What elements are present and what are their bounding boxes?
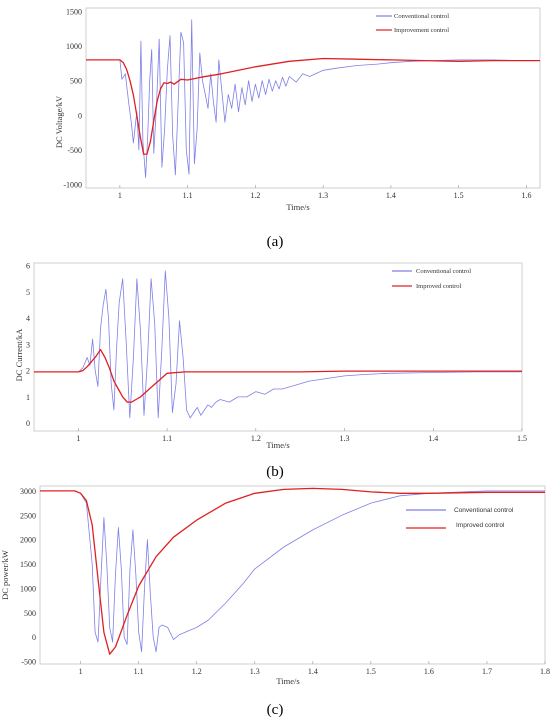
- panel-caption: (a): [267, 234, 284, 250]
- y-tick-label: 1: [26, 393, 30, 402]
- x-axis-ticks: 1 1.1 1.2 1.3 1.4 1.5 1.6 1.7 1.8: [79, 661, 550, 676]
- y-tick-label: 1500: [20, 560, 36, 569]
- y-tick-label: 1500: [66, 7, 82, 16]
- y-tick-label: 4: [26, 314, 30, 323]
- plot-frame: [39, 485, 546, 665]
- legend-label-conventional: Conventional control: [454, 507, 514, 514]
- y-axis-ticks: 1500 1000 500 0 -500 -1000: [63, 7, 82, 189]
- x-tick-label: 1: [76, 434, 80, 443]
- x-tick-label: 1.4: [308, 667, 318, 676]
- legend: Conventional control Improved control: [406, 507, 514, 529]
- panel-caption: (b): [266, 464, 284, 480]
- y-axis-ticks: 3000 2500 2000 1500 1000 500 0 -500: [20, 487, 36, 667]
- x-axis-ticks: 1 1.1 1.2 1.3 1.4 1.5: [76, 428, 527, 443]
- y-tick-label: -500: [21, 658, 36, 667]
- y-tick-label: 1000: [66, 42, 82, 51]
- legend-label-conventional: Conventional control: [416, 268, 471, 275]
- conventional-control-line: [40, 490, 545, 653]
- y-tick-label: 500: [70, 77, 82, 86]
- x-tick-label: 1.1: [162, 434, 172, 443]
- y-tick-label: 3000: [20, 487, 36, 496]
- legend-label-improved: Improved control: [416, 283, 462, 290]
- chart-panel-c: 1 1.1 1.2 1.3 1.4 1.5 1.6 1.7 1.8 3000 2500 2000 15…: [0, 485, 550, 718]
- y-tick-label: 3: [26, 340, 30, 349]
- x-tick-label: 1.5: [454, 191, 464, 200]
- y-axis-label: DC Voltage/kV: [54, 95, 64, 148]
- series-lines: [40, 487, 545, 655]
- x-tick-label: 1.4: [428, 434, 438, 443]
- plot-frame: [33, 262, 523, 432]
- y-tick-label: 1000: [20, 584, 36, 593]
- x-tick-label: 1.3: [340, 434, 350, 443]
- y-axis-ticks: 6 5 4 3 2 1 0: [26, 262, 30, 429]
- improved-control-line: [40, 487, 545, 655]
- series-lines: [86, 19, 540, 179]
- x-tick-label: 1.2: [251, 434, 261, 443]
- x-tick-label: 1.2: [250, 191, 260, 200]
- x-tick-label: 1.4: [386, 191, 396, 200]
- y-tick-label: 5: [26, 288, 30, 297]
- y-tick-label: 6: [26, 262, 30, 271]
- y-tick-label: 0: [32, 633, 36, 642]
- conventional-control-line: [86, 19, 540, 179]
- x-tick-label: 1.8: [540, 667, 550, 676]
- x-axis-ticks: 1 1.1 1.2 1.3 1.4 1.5 1.6: [118, 185, 531, 200]
- y-axis-label: DC Current/kA: [14, 328, 24, 382]
- legend-label-improved: Improved control: [456, 522, 505, 529]
- legend: Conventional control Improvement control: [376, 13, 449, 34]
- x-tick-label: 1.6: [424, 667, 434, 676]
- y-tick-label: 0: [26, 419, 30, 428]
- series-lines: [34, 270, 522, 419]
- chart-panel-b: 1 1.1 1.2 1.3 1.4 1.5 6 5 4 3 2 1 0 Conventional co…: [14, 262, 527, 480]
- y-tick-label: -500: [67, 146, 82, 155]
- x-tick-label: 1.1: [134, 667, 144, 676]
- x-tick-label: 1.2: [192, 667, 202, 676]
- y-axis-label: DC power/kW: [0, 550, 10, 600]
- y-tick-label: 2500: [20, 511, 36, 520]
- improved-control-line: [86, 57, 540, 155]
- x-tick-label: 1.3: [318, 191, 328, 200]
- x-tick-label: 1.7: [482, 667, 492, 676]
- panel-caption: (c): [267, 702, 284, 718]
- legend-label-improved: Improvement control: [394, 27, 449, 34]
- y-tick-label: 2000: [20, 536, 36, 545]
- x-axis-label: Time/s: [276, 676, 299, 686]
- legend: Conventional control Improved control: [392, 268, 471, 290]
- x-axis-label: Time/s: [286, 202, 309, 212]
- x-tick-label: 1.3: [250, 667, 260, 676]
- x-tick-label: 1.1: [183, 191, 193, 200]
- plot-frame: [85, 7, 541, 189]
- y-tick-label: -1000: [63, 181, 82, 190]
- x-tick-label: 1: [79, 667, 83, 676]
- x-tick-label: 1.5: [366, 667, 376, 676]
- chart-panel-a: 1 1.1 1.2 1.3 1.4 1.5 1.6 1500 1000 500 0 -500 -100…: [54, 7, 541, 250]
- y-tick-label: 500: [24, 609, 36, 618]
- x-tick-label: 1: [118, 191, 122, 200]
- y-tick-label: 0: [78, 111, 82, 120]
- y-tick-label: 2: [26, 367, 30, 376]
- x-tick-label: 1.5: [517, 434, 527, 443]
- conventional-control-line: [34, 270, 522, 419]
- x-axis-label: Time/s: [266, 440, 289, 450]
- x-tick-label: 1.6: [521, 191, 531, 200]
- improved-control-line: [34, 348, 522, 403]
- legend-label-conventional: Conventional control: [394, 13, 449, 20]
